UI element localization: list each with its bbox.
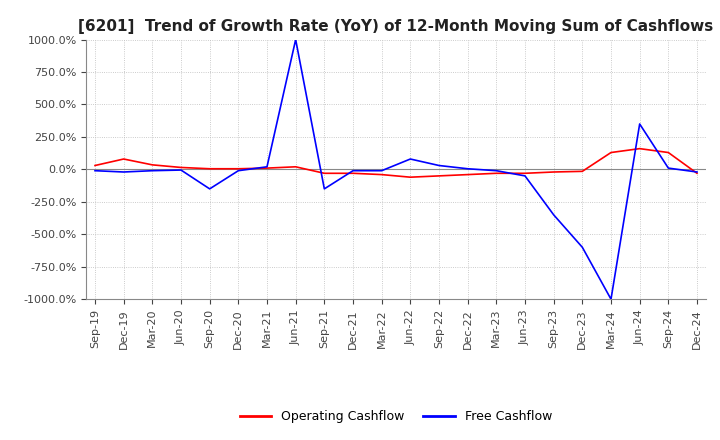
Operating Cashflow [435, 173, 444, 179]
Operating Cashflow [635, 146, 644, 151]
Line: Operating Cashflow: Operating Cashflow [95, 149, 697, 177]
Free Cashflow [205, 186, 214, 191]
Free Cashflow [292, 37, 300, 42]
Free Cashflow [234, 168, 243, 173]
Operating Cashflow [549, 169, 558, 175]
Operating Cashflow [406, 175, 415, 180]
Operating Cashflow [234, 166, 243, 172]
Free Cashflow [435, 163, 444, 168]
Free Cashflow [664, 165, 672, 171]
Operating Cashflow [348, 171, 357, 176]
Free Cashflow [406, 156, 415, 161]
Free Cashflow [492, 168, 500, 173]
Free Cashflow [148, 168, 157, 173]
Free Cashflow [91, 168, 99, 173]
Free Cashflow [464, 166, 472, 172]
Operating Cashflow [176, 165, 185, 170]
Free Cashflow [693, 169, 701, 175]
Operating Cashflow [664, 150, 672, 155]
Free Cashflow [549, 212, 558, 217]
Operating Cashflow [693, 171, 701, 176]
Operating Cashflow [91, 163, 99, 168]
Operating Cashflow [205, 166, 214, 172]
Operating Cashflow [377, 172, 386, 177]
Operating Cashflow [464, 172, 472, 177]
Operating Cashflow [578, 169, 587, 174]
Operating Cashflow [521, 171, 529, 176]
Operating Cashflow [492, 171, 500, 176]
Operating Cashflow [607, 150, 616, 155]
Free Cashflow [635, 121, 644, 127]
Free Cashflow [348, 168, 357, 173]
Free Cashflow [176, 167, 185, 172]
Free Cashflow [607, 297, 616, 302]
Free Cashflow [320, 186, 328, 191]
Free Cashflow [578, 245, 587, 250]
Free Cashflow [263, 164, 271, 169]
Title: [6201]  Trend of Growth Rate (YoY) of 12-Month Moving Sum of Cashflows: [6201] Trend of Growth Rate (YoY) of 12-… [78, 19, 714, 34]
Operating Cashflow [148, 162, 157, 168]
Operating Cashflow [292, 164, 300, 169]
Free Cashflow [120, 169, 128, 175]
Legend: Operating Cashflow, Free Cashflow: Operating Cashflow, Free Cashflow [235, 405, 557, 428]
Operating Cashflow [120, 156, 128, 161]
Free Cashflow [521, 173, 529, 179]
Operating Cashflow [320, 171, 328, 176]
Operating Cashflow [263, 165, 271, 171]
Line: Free Cashflow: Free Cashflow [95, 40, 697, 299]
Free Cashflow [377, 168, 386, 173]
